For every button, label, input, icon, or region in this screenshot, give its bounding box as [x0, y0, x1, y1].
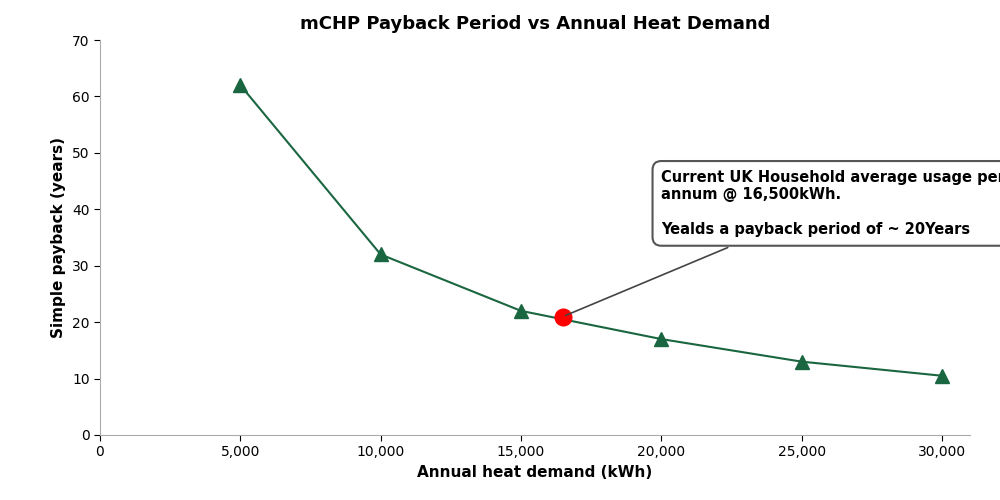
Text: Current UK Household average usage per
annum @ 16,500kWh.

Yealds a payback peri: Current UK Household average usage per a…: [566, 170, 1000, 316]
X-axis label: Annual heat demand (kWh): Annual heat demand (kWh): [417, 465, 653, 480]
Title: mCHP Payback Period vs Annual Heat Demand: mCHP Payback Period vs Annual Heat Deman…: [300, 15, 770, 33]
Y-axis label: Simple payback (years): Simple payback (years): [51, 137, 66, 338]
